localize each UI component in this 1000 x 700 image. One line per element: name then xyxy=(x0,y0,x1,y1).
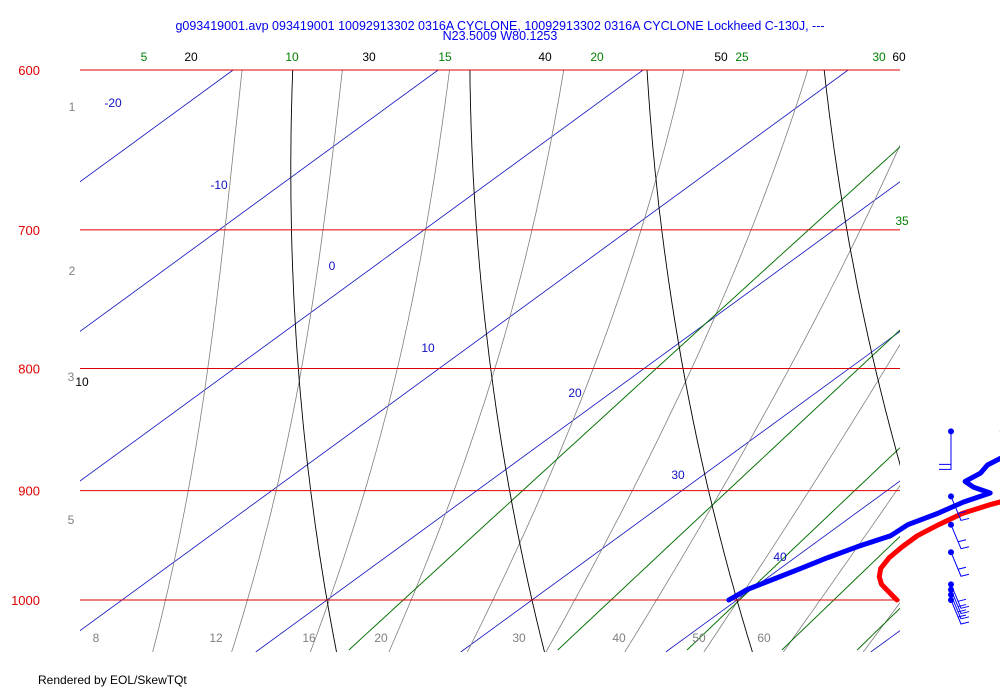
isotherm-label: 0 xyxy=(329,259,336,273)
saturated-adiabat-label: 5 xyxy=(68,513,75,527)
wind-barb xyxy=(939,428,954,470)
chart-subtitle-location: N23.5009 W80.1253 xyxy=(442,29,558,43)
mixing-ratio-line xyxy=(856,607,900,651)
saturated-adiabat-label: 8 xyxy=(93,631,100,645)
wind-barb-staff xyxy=(950,589,970,615)
dry-adiabat-label: 10 xyxy=(75,375,89,389)
mixing-ratio-line xyxy=(686,447,900,651)
mixing-ratio-line xyxy=(781,535,900,651)
saturated-adiabat-line xyxy=(545,70,809,652)
mixing-ratio-label: 5 xyxy=(141,50,148,64)
dewpoint-trace xyxy=(726,455,1000,603)
wind-barb xyxy=(948,591,970,620)
isobar-label: 800 xyxy=(18,361,40,376)
wind-barb-staff xyxy=(950,524,970,550)
saturated-adiabat-label: 2 xyxy=(69,264,76,278)
wind-barb-staff xyxy=(950,552,970,577)
isotherm-label: -20 xyxy=(104,96,122,110)
isotherm-line xyxy=(665,480,900,652)
isotherm-line xyxy=(80,70,439,332)
dry-adiabat-label: 30 xyxy=(362,50,376,64)
isobar-label: 600 xyxy=(18,63,40,78)
mixing-ratio-line xyxy=(348,146,900,651)
isobar-lines xyxy=(80,69,900,601)
saturated-adiabat-label: 40 xyxy=(612,631,626,645)
wind-barb-staff xyxy=(939,431,952,470)
saturated-adiabat-line xyxy=(624,144,900,652)
isotherm-label: 30 xyxy=(671,468,685,482)
mixing-ratio-label: 35 xyxy=(895,214,909,228)
isotherm-line xyxy=(255,181,900,652)
saturated-adiabat-label: 12 xyxy=(209,631,223,645)
wind-barb xyxy=(948,493,970,522)
saturated-adiabat-label: 30 xyxy=(512,631,526,645)
isotherm-lines xyxy=(80,70,900,652)
wind-barb-staff xyxy=(950,496,970,522)
wind-barb-staff xyxy=(950,584,970,609)
isotherm-line xyxy=(80,70,234,183)
isotherm-label: 40 xyxy=(773,550,787,564)
saturated-adiabat-line xyxy=(783,484,900,652)
wind-barb xyxy=(948,597,970,625)
mixing-ratio-line xyxy=(973,70,1000,650)
mixing-ratio-label: 10 xyxy=(285,50,299,64)
dry-adiabat-label: 20 xyxy=(184,50,198,64)
isotherm-label: 10 xyxy=(421,341,435,355)
saturated-adiabat-label: 1 xyxy=(69,100,76,114)
wind-barb-staff xyxy=(950,599,970,625)
saturated-adiabat-label: 3 xyxy=(68,370,75,384)
wind-barb xyxy=(948,521,970,550)
isotherm-line xyxy=(460,330,900,652)
saturated-adiabat-label: 50 xyxy=(692,631,706,645)
temperature-trace xyxy=(876,499,1000,603)
isotherm-label: -10 xyxy=(210,178,228,192)
isotherm-line xyxy=(80,70,644,482)
saturated-adiabat-label: 16 xyxy=(302,631,316,645)
saturated-adiabat-line xyxy=(309,70,450,652)
mixing-ratio-label: 15 xyxy=(438,50,452,64)
saturated-adiabat-lines xyxy=(152,55,1000,652)
isotherm-label: 20 xyxy=(568,386,582,400)
saturated-adiabat-line xyxy=(703,343,900,652)
saturated-adiabat-line xyxy=(231,70,343,652)
mixing-ratio-label: 20 xyxy=(590,50,604,64)
isobar-label: 700 xyxy=(18,223,40,238)
wind-barb xyxy=(948,586,970,615)
footer-credit: Rendered by EOL/SkewTQt xyxy=(38,673,187,687)
mixing-ratio-label: 25 xyxy=(735,50,749,64)
dry-adiabat-label: 60 xyxy=(892,50,906,64)
isobar-label: 900 xyxy=(18,484,40,499)
saturated-adiabat-line xyxy=(943,55,1000,652)
saturated-adiabat-label: 60 xyxy=(757,631,771,645)
mixing-ratio-line xyxy=(557,329,900,651)
wind-barb xyxy=(948,581,970,609)
chart-title: g093419001.avp 093419001 10092913302 031… xyxy=(175,19,825,33)
wind-barb-staff xyxy=(950,594,970,620)
dry-adiabat-line xyxy=(469,70,545,652)
mixing-ratio-line xyxy=(920,70,1000,650)
isobar-label: 1000 xyxy=(11,593,40,608)
saturated-adiabat-line xyxy=(388,70,565,652)
dry-adiabat-label: 40 xyxy=(538,50,552,64)
wind-barb xyxy=(948,549,970,577)
dry-adiabat-label: 50 xyxy=(714,50,728,64)
isotherm-line xyxy=(80,70,849,632)
saturated-adiabat-label: 20 xyxy=(374,631,388,645)
mixing-ratio-lines xyxy=(348,70,1000,651)
dry-adiabat-lines xyxy=(290,70,900,652)
saturated-adiabat-line xyxy=(152,70,243,652)
dry-adiabat-line xyxy=(290,70,337,652)
mixing-ratio-label: 30 xyxy=(872,50,886,64)
dry-adiabat-line xyxy=(823,70,900,467)
saturated-adiabat-line xyxy=(467,70,685,652)
dry-adiabat-line xyxy=(646,70,753,652)
